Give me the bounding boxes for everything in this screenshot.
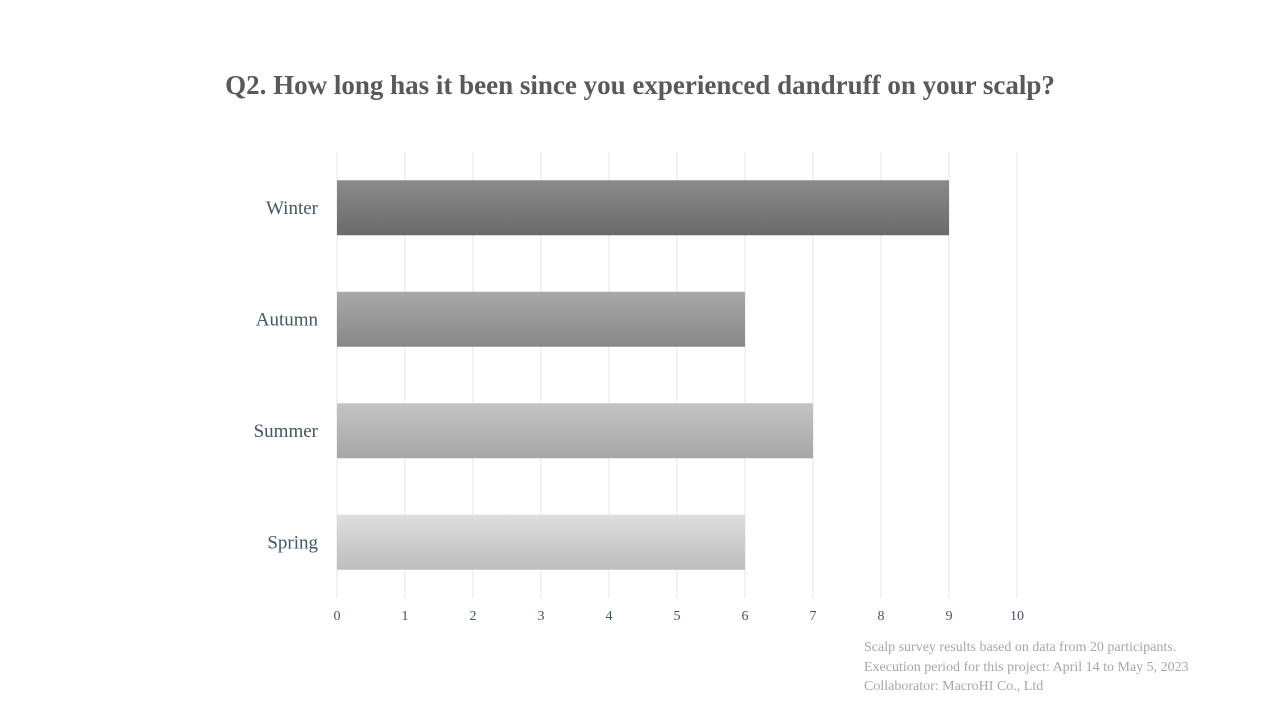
x-axis-tick-labels: 0 1 2 3 4 5 6 7 8 9 10 bbox=[334, 609, 1025, 624]
x-tick-label: 9 bbox=[946, 609, 953, 624]
bar-summer bbox=[337, 403, 813, 459]
category-labels: Winter Autumn Summer Spring bbox=[254, 198, 319, 554]
bar-autumn bbox=[337, 291, 745, 347]
category-label-winter: Winter bbox=[266, 198, 319, 219]
chart-title: Q2. How long has it been since you exper… bbox=[225, 70, 1055, 100]
bar-winter bbox=[337, 180, 949, 236]
footnote-line-participants: Scalp survey results based on data from … bbox=[864, 640, 1177, 655]
bars bbox=[337, 180, 949, 570]
x-tick-label: 5 bbox=[674, 609, 681, 624]
footnote: Scalp survey results based on data from … bbox=[864, 638, 1264, 697]
x-tick-label: 3 bbox=[538, 609, 545, 624]
bar-spring bbox=[337, 514, 745, 570]
x-tick-label: 2 bbox=[470, 609, 477, 624]
x-tick-label: 4 bbox=[606, 609, 613, 624]
footnote-line-collaborator: Collaborator: MacroHI Co., Ltd bbox=[864, 679, 1044, 694]
x-tick-label: 1 bbox=[402, 609, 409, 624]
category-label-autumn: Autumn bbox=[256, 309, 319, 330]
footnote-line-period: Execution period for this project: April… bbox=[864, 659, 1189, 675]
category-label-summer: Summer bbox=[254, 421, 319, 442]
category-label-spring: Spring bbox=[267, 532, 318, 553]
x-tick-label: 10 bbox=[1010, 609, 1024, 624]
x-tick-label: 8 bbox=[878, 609, 885, 624]
x-tick-label: 7 bbox=[810, 609, 817, 624]
x-tick-label: 0 bbox=[334, 609, 341, 624]
x-tick-label: 6 bbox=[742, 609, 749, 624]
